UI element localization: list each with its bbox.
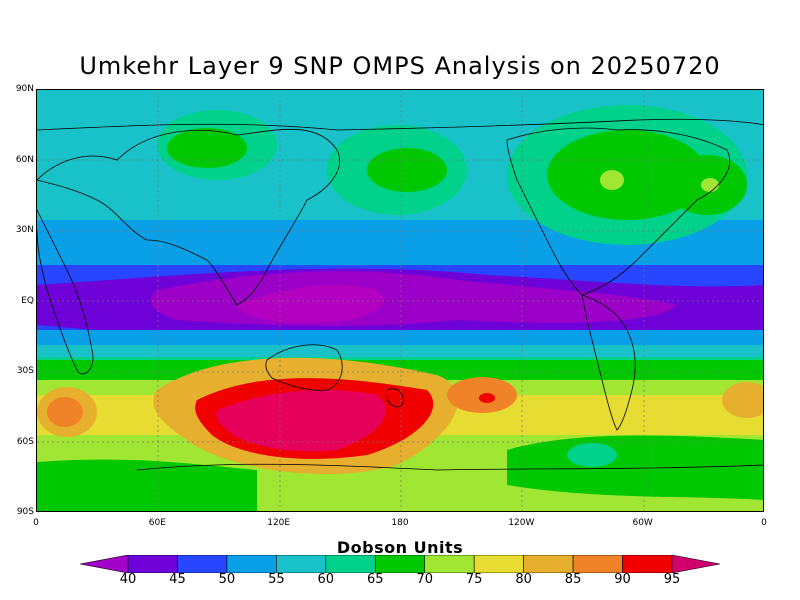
colorbar-swatch [325, 555, 376, 573]
colorbar [80, 555, 720, 573]
ozone-map [36, 89, 764, 512]
colorbar-over-arrow [671, 555, 720, 573]
lon-tick-label: 60W [632, 518, 653, 528]
polar-70-west [37, 459, 257, 511]
colorbar-swatch [374, 555, 426, 573]
north-75-america [600, 170, 624, 190]
colorbar-title: Dobson Units [336, 538, 464, 557]
north-75-atlantic [701, 178, 719, 192]
colorbar-tick-label: 75 [465, 572, 483, 587]
lon-tick-label: 60E [148, 518, 166, 528]
lon-tick-label: 120W [508, 518, 535, 528]
polar-65-east [567, 443, 617, 467]
colorbar-tick-label: 85 [564, 572, 582, 587]
colorbar-swatch [226, 555, 277, 573]
north-70-pacific [367, 148, 447, 192]
colorbar-swatch [473, 555, 524, 573]
lon-tick-label: 0 [33, 518, 39, 528]
colorbar-under-arrow [80, 555, 129, 573]
colorbar-tick-label: 95 [663, 572, 681, 587]
colorbar-swatch [523, 555, 574, 573]
area-95 [216, 390, 386, 452]
colorbar-swatch [424, 555, 475, 573]
colorbar-swatch [276, 555, 327, 573]
colorbar-swatch [572, 555, 623, 573]
band-55-south [37, 330, 763, 348]
colorbar-swatch [622, 555, 673, 573]
lat-tick-label: 60S [16, 436, 34, 447]
lat-tick-label: 60N [15, 154, 34, 165]
colorbar-tick-label: 50 [218, 572, 236, 587]
area-95-east [479, 393, 495, 403]
colorbar-tick-label: 55 [268, 572, 285, 587]
lon-tick-label: 180 [391, 518, 409, 528]
colorbar-tick-label: 40 [119, 572, 137, 587]
colorbar-tick-label: 70 [416, 572, 433, 587]
lat-tick-label: EQ [21, 295, 34, 306]
colorbar-tick-label: 45 [169, 572, 186, 587]
lon-tick-label: 0 [761, 518, 767, 528]
colorbar-tick-label: 60 [317, 572, 335, 587]
coastlines [37, 118, 763, 471]
area-85-edge [722, 382, 763, 418]
lon-tick-label: 120E [267, 518, 291, 528]
lat-tick-label: 90S [16, 507, 34, 517]
north-70-asia [167, 128, 247, 168]
colorbar-tick-label: 90 [614, 572, 631, 587]
area-90-west [47, 397, 83, 427]
lat-tick-label: 90N [15, 84, 34, 94]
colorbar-swatch [127, 555, 178, 573]
colorbar-swatch [177, 555, 228, 573]
map-title: Umkehr Layer 9 SNP OMPS Analysis on 2025… [79, 52, 721, 80]
lat-tick-label: 30S [16, 366, 34, 376]
colorbar-tick-label: 80 [515, 572, 532, 587]
colorbar-tick-label: 65 [366, 572, 384, 587]
lat-tick-label: 30N [15, 225, 34, 235]
ozone-field-svg [37, 90, 763, 511]
grid-lines [37, 90, 763, 511]
band-35-eq [237, 285, 384, 323]
band-60-south [37, 345, 763, 357]
north-70-america [547, 130, 707, 220]
